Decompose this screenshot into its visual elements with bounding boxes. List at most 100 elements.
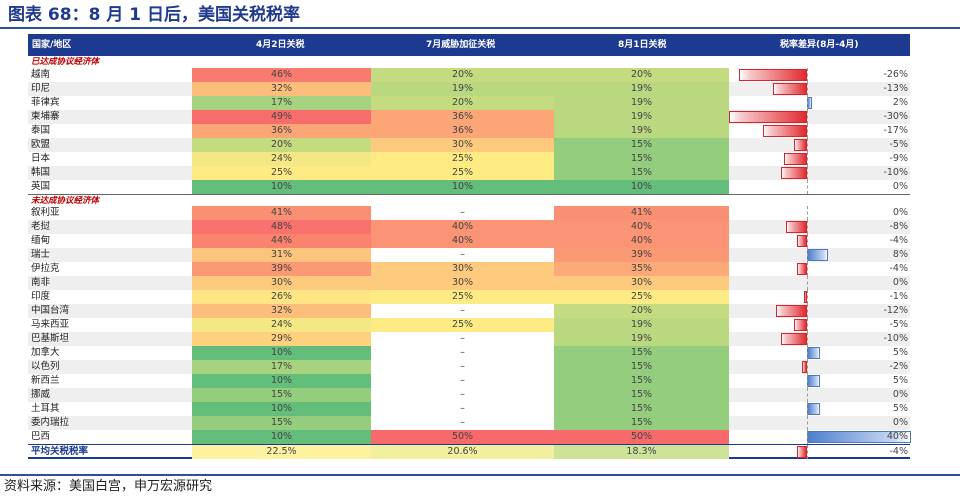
diff-value: 0% [892, 417, 908, 428]
diff-bar [796, 235, 807, 247]
diff-value: -4% [889, 263, 909, 274]
figure-title: 图表 68：8 月 1 日后，美国关税税率 [8, 5, 300, 25]
rate-jul: 30% [371, 276, 554, 290]
rate-aug1: 15% [554, 138, 729, 152]
table-row: 英国 10% 10% 10% 0% [28, 180, 910, 194]
rate-aug1: 39% [554, 248, 729, 262]
rate-apr2: 32% [192, 304, 371, 318]
diff-bar [729, 111, 807, 123]
rate-jul: – [371, 206, 554, 220]
country-name: 柬埔寨 [31, 111, 60, 122]
rate-apr2: 17% [192, 360, 371, 374]
diff-bar [807, 403, 820, 415]
rate-jul: 30% [371, 138, 554, 152]
table-body: 已达成协议经济体 越南 46% 20% 20% -26% 印尼 32% 19% 19% -13% 菲律… [28, 56, 911, 459]
rate-apr2: 31% [192, 248, 371, 262]
country-name: 老挝 [31, 221, 51, 232]
rate-aug1: 41% [554, 206, 729, 220]
diff-bar [762, 125, 807, 137]
diff-value: 5% [892, 347, 908, 358]
diff-value: -5% [889, 139, 909, 150]
rate-apr2: 25% [192, 166, 371, 180]
section-label: 未达成协议经济体 [28, 194, 910, 206]
zero-axis [807, 332, 808, 346]
country-name: 南非 [31, 277, 51, 288]
table-row: 越南 46% 20% 20% -26% [28, 68, 910, 82]
rate-apr2: 41% [192, 206, 371, 220]
table-row: 日本 24% 25% 15% -9% [28, 152, 910, 166]
rate-apr2: 10% [192, 180, 371, 194]
rate-jul: 25% [371, 290, 554, 304]
zero-axis [807, 152, 808, 166]
table-row: 新西兰 10% –15% 5% [28, 374, 910, 388]
country-name: 新西兰 [31, 375, 60, 386]
diff-value: 40% [886, 431, 908, 442]
zero-axis [807, 374, 808, 388]
diff-bar [794, 319, 807, 331]
zero-axis [807, 402, 808, 416]
rate-apr2: 24% [192, 318, 371, 332]
rate-apr2: 48% [192, 220, 371, 234]
rate-aug1: 30% [554, 276, 729, 290]
diff-value: -13% [883, 83, 908, 94]
average-row: 平均关税税率 22.5% 20.6% 18.3% -4% [28, 444, 910, 459]
zero-axis [807, 318, 808, 332]
zero-axis [807, 248, 808, 262]
zero-axis [807, 234, 808, 248]
diff-bar [781, 333, 807, 345]
diff-value: 5% [892, 403, 908, 414]
header-aug1: 8月1日关税 [618, 40, 667, 50]
zero-axis [807, 206, 808, 220]
table-row: 欧盟 20% 30% 15% -5% [28, 138, 910, 152]
diff-value: 0% [892, 277, 908, 288]
rate-apr2: 10% [192, 374, 371, 388]
rate-jul: – [371, 248, 554, 262]
country-name: 以色列 [31, 361, 60, 372]
diff-value: -8% [889, 221, 909, 232]
table-row: 泰国 36% 36% 19% -17% [28, 124, 910, 138]
country-name: 巴基斯坦 [31, 333, 70, 344]
rate-aug1: 35% [554, 262, 729, 276]
zero-axis [807, 276, 808, 290]
rate-jul: 19% [371, 82, 554, 96]
zero-axis [807, 110, 808, 124]
rate-apr2: 10% [192, 346, 371, 360]
diff-value: 8% [892, 249, 908, 260]
rate-jul: – [371, 402, 554, 416]
rate-jul: – [371, 332, 554, 346]
country-name: 菲律宾 [31, 97, 60, 108]
rate-apr2: 29% [192, 332, 371, 346]
rate-aug1: 15% [554, 360, 729, 374]
country-name: 土耳其 [31, 403, 60, 414]
diff-value: -17% [883, 125, 908, 136]
zero-axis [807, 416, 808, 430]
diff-bar [807, 375, 820, 387]
zero-axis [807, 304, 808, 318]
table-row: 加拿大 10% –15% 5% [28, 346, 910, 360]
rate-aug1: 20% [554, 68, 729, 82]
country-name: 印度 [31, 291, 51, 302]
zero-axis [807, 82, 808, 96]
diff-value: -30% [883, 111, 908, 122]
rate-jul: 40% [371, 234, 554, 248]
diff-bar [794, 139, 807, 151]
table-row: 瑞士 31% –39% 8% [28, 248, 910, 262]
diff-bar [804, 291, 807, 303]
country-name: 巴西 [31, 431, 51, 442]
rate-apr2: 20% [192, 138, 371, 152]
header-country: 国家/地区 [32, 40, 72, 50]
rate-aug1: 19% [554, 124, 729, 138]
rate-jul: 20% [371, 96, 554, 110]
rate-jul: – [371, 360, 554, 374]
zero-axis [807, 124, 808, 138]
diff-bar [807, 347, 820, 359]
zero-axis [807, 388, 808, 402]
header-apr2: 4月2日关税 [256, 40, 305, 50]
country-name: 叙利亚 [31, 207, 60, 218]
rate-jul: 25% [371, 166, 554, 180]
rate-jul: 36% [371, 124, 554, 138]
rate-aug1: 19% [554, 110, 729, 124]
country-name: 缅甸 [31, 235, 51, 246]
rate-apr2: 24% [192, 152, 371, 166]
table-row: 中国台湾 32% –20% -12% [28, 304, 910, 318]
